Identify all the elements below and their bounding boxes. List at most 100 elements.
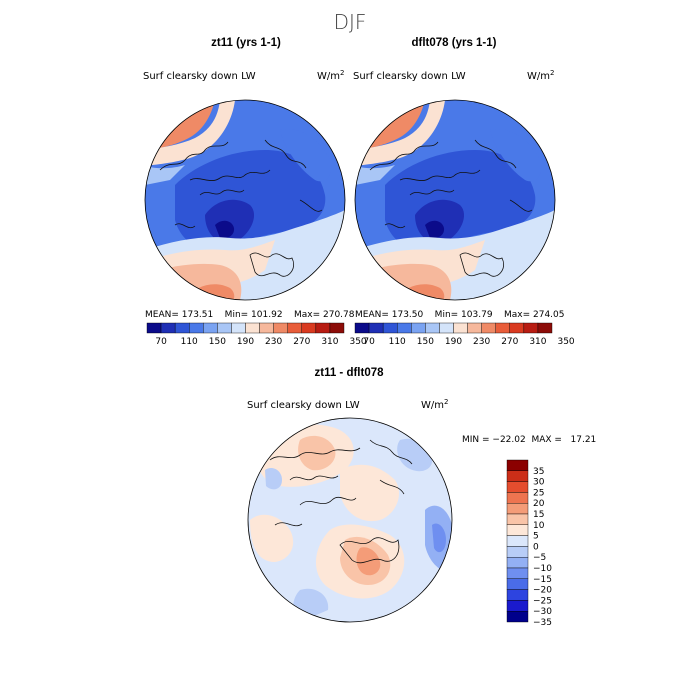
colorbar-swatch bbox=[506, 481, 529, 493]
colorbar-swatch bbox=[301, 322, 317, 334]
colorbar-swatch bbox=[411, 322, 426, 334]
colorbar-swatch bbox=[506, 470, 529, 482]
colorbar-swatch bbox=[506, 459, 529, 472]
colorbar-swatch bbox=[506, 535, 529, 547]
colorbar-swatch bbox=[160, 322, 176, 334]
colorbar-tick-label: 25 bbox=[533, 488, 544, 498]
colorbar-tick-label: 270 bbox=[501, 337, 518, 347]
colorbar: 70 110 150 190 230 270 310 350 bbox=[354, 322, 575, 347]
polar-map bbox=[145, 100, 345, 300]
colorbar-tick-label: 310 bbox=[529, 337, 546, 347]
colorbar-tick-label: 110 bbox=[389, 337, 406, 347]
colorbar-tick-label: 230 bbox=[265, 337, 282, 347]
colorbar-tick-label: 70 bbox=[155, 337, 167, 347]
colorbar-swatch bbox=[189, 322, 204, 334]
colorbar-swatch bbox=[481, 322, 496, 334]
variable-label: Surf clearsky down LW bbox=[143, 71, 256, 82]
colorbar-swatch bbox=[506, 600, 529, 612]
colorbar-swatch bbox=[287, 322, 302, 334]
colorbar-swatch bbox=[329, 322, 345, 334]
colorbar-tick-label: 150 bbox=[209, 337, 226, 347]
colorbar-tick-label: 20 bbox=[533, 499, 545, 509]
colorbar-tick-label: 310 bbox=[321, 337, 338, 347]
colorbar-tick-label: −5 bbox=[533, 553, 546, 563]
colorbar-tick-label: 30 bbox=[533, 478, 545, 488]
map-boundary bbox=[247, 417, 453, 623]
colorbar-swatch bbox=[203, 322, 218, 334]
colorbar-swatch bbox=[506, 589, 529, 601]
colorbar-swatch bbox=[506, 513, 529, 526]
colorbar-swatch bbox=[453, 322, 468, 334]
map-boundary bbox=[144, 99, 346, 301]
colorbar-tick-label: 190 bbox=[237, 337, 254, 347]
colorbar-swatch bbox=[259, 322, 274, 334]
colorbar-swatch bbox=[509, 322, 525, 334]
panel-difference: zt11 - dflt078 Surf clearsky down LW W/m… bbox=[247, 367, 596, 628]
stats-label: MEAN= 173.50 Min= 103.79 Max= 274.05 bbox=[355, 310, 564, 320]
colorbar-tick-label: 110 bbox=[181, 337, 198, 347]
polar-map bbox=[355, 100, 555, 300]
colorbar-swatch bbox=[467, 322, 482, 334]
panel-zt11: zt11 (yrs 1-1) Surf clearsky down LW W/m… bbox=[143, 37, 367, 347]
colorbar-swatch bbox=[231, 322, 246, 334]
colorbar-swatch bbox=[382, 322, 398, 334]
colorbar-swatch bbox=[245, 322, 260, 334]
figure-title: DJF bbox=[334, 10, 367, 34]
colorbar-swatch bbox=[425, 322, 440, 334]
colorbar-swatch bbox=[523, 322, 539, 334]
colorbar-swatch bbox=[506, 492, 529, 504]
panel-title: zt11 (yrs 1-1) bbox=[211, 37, 281, 49]
colorbar-tick-label: 230 bbox=[473, 337, 490, 347]
colorbar-swatch bbox=[506, 546, 529, 558]
colorbar-tick-label: 35 bbox=[533, 467, 544, 477]
stats-label: MIN = −22.02 MAX = 17.21 bbox=[462, 435, 596, 445]
colorbar-tick-label: 15 bbox=[533, 510, 544, 520]
variable-label: Surf clearsky down LW bbox=[247, 400, 360, 411]
colorbar-swatch bbox=[506, 567, 529, 580]
panel-dflt078: dflt078 (yrs 1-1) Surf clearsky down LW … bbox=[353, 37, 575, 347]
colorbar-swatch bbox=[174, 322, 190, 334]
colorbar-swatch bbox=[506, 524, 529, 536]
colorbar-tick-label: −20 bbox=[533, 586, 552, 596]
colorbar-swatch bbox=[217, 322, 232, 334]
colorbar-swatch bbox=[354, 322, 370, 334]
colorbar-tick-label: 270 bbox=[293, 337, 310, 347]
colorbar-tick-label: 70 bbox=[363, 337, 375, 347]
colorbar-tick-label: −35 bbox=[533, 618, 552, 628]
units-label: W/m2 bbox=[317, 69, 344, 82]
colorbar-swatch bbox=[506, 557, 529, 569]
colorbar-tick-label: 190 bbox=[445, 337, 462, 347]
colorbar-swatch bbox=[397, 322, 412, 334]
panel-title: zt11 - dflt078 bbox=[314, 367, 384, 379]
colorbar-swatch bbox=[439, 322, 454, 334]
colorbar-tick-label: 350 bbox=[557, 337, 574, 347]
panel-title: dflt078 (yrs 1-1) bbox=[411, 37, 496, 49]
variable-label: Surf clearsky down LW bbox=[353, 71, 466, 82]
units-label: W/m2 bbox=[421, 398, 448, 411]
colorbar-tick-label: 10 bbox=[533, 521, 545, 531]
colorbar-swatch bbox=[537, 322, 553, 334]
colorbar-tick-label: −30 bbox=[533, 607, 552, 617]
colorbar-tick-label: −25 bbox=[533, 596, 552, 606]
colorbar-swatch bbox=[506, 503, 529, 515]
colorbar-tick-label: 0 bbox=[533, 542, 539, 552]
colorbar-swatch bbox=[273, 322, 288, 334]
colorbar-tick-label: 5 bbox=[533, 532, 539, 542]
colorbar-swatch bbox=[315, 322, 331, 334]
units-label: W/m2 bbox=[527, 69, 554, 82]
colorbar-swatch bbox=[368, 322, 384, 334]
polar-map bbox=[248, 418, 452, 622]
colorbar-swatch bbox=[506, 611, 529, 623]
map-boundary bbox=[354, 99, 556, 301]
stats-label: MEAN= 173.51 Min= 101.92 Max= 270.78 bbox=[145, 310, 355, 320]
colorbar-tick-label: −10 bbox=[533, 564, 552, 574]
colorbar-tick-label: 350 bbox=[349, 337, 366, 347]
colorbar-swatch bbox=[495, 322, 510, 334]
colorbar-swatch bbox=[506, 578, 529, 590]
colorbar: 70 110 150 190 230 270 310 350 bbox=[146, 322, 367, 347]
colorbar-swatch bbox=[146, 322, 162, 334]
colorbar-tick-label: −15 bbox=[533, 575, 552, 585]
colorbar-tick-label: 150 bbox=[417, 337, 434, 347]
